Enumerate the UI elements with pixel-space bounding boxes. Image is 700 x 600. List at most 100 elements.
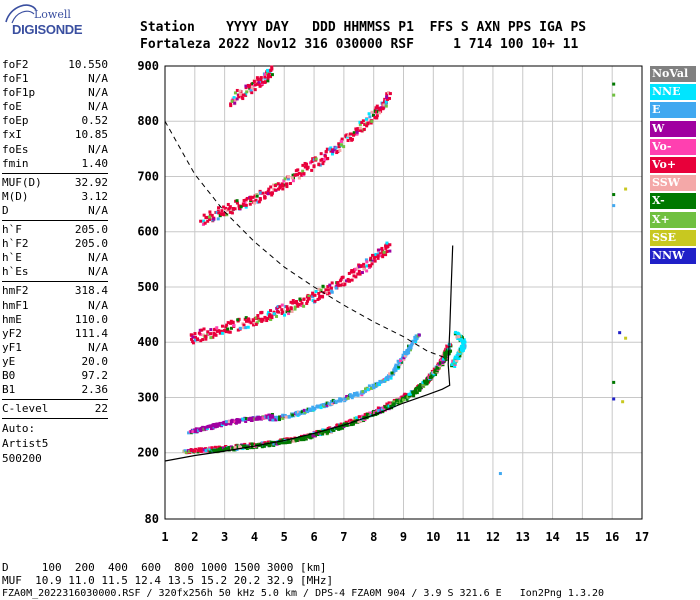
echo-point [216, 422, 220, 426]
echo-point [203, 426, 207, 430]
echo-point [331, 150, 335, 154]
echo-point [304, 437, 308, 441]
echo-point [220, 331, 224, 335]
echo-point [206, 219, 210, 223]
echo-point [209, 328, 213, 332]
echo-point [235, 420, 239, 424]
echo-point [253, 88, 257, 92]
echo-point [365, 124, 369, 128]
echo-point [444, 355, 448, 359]
echo-point [302, 172, 306, 176]
param-value: 2.36 [81, 383, 109, 397]
echo-point [208, 217, 212, 221]
echo-point [347, 271, 351, 275]
echo-point [455, 359, 459, 363]
param-row: hmF1 N/A [2, 299, 108, 313]
legend-item-e: E [650, 102, 696, 119]
globe-icon [5, 4, 37, 24]
echo-point [363, 418, 367, 422]
echo-point [369, 121, 373, 125]
echo-point [385, 245, 389, 249]
echo-point [286, 308, 290, 312]
echo-point [289, 300, 293, 304]
y-tick-label: 600 [137, 225, 159, 239]
echo-point [361, 389, 365, 393]
echo-point [202, 449, 206, 453]
echo-point [293, 173, 297, 177]
echo-point [301, 169, 305, 173]
echo-point [387, 91, 391, 95]
echo-point [388, 96, 392, 100]
param-value: 318.4 [74, 284, 108, 298]
echo-point [191, 335, 195, 339]
echo-point [331, 398, 335, 402]
echo-point [446, 350, 450, 354]
echo-point [339, 143, 343, 147]
echo-point [226, 321, 230, 325]
echo-point [322, 159, 326, 163]
echo-point [418, 384, 422, 388]
echo-point [269, 185, 273, 189]
echo-point [359, 415, 363, 419]
x-tick-label: 8 [370, 530, 377, 544]
param-value: N/A [88, 340, 108, 354]
echo-point [269, 309, 273, 313]
echo-point [241, 202, 245, 206]
echo-point [357, 415, 361, 419]
legend: NoVal NNE E W Vo- Vo+ SSW X- X+ SSE NNW [650, 66, 696, 266]
echo-point [230, 99, 234, 103]
echo-point [208, 450, 212, 454]
echo-point [380, 246, 384, 250]
echo-point [618, 331, 622, 335]
echo-point [229, 102, 233, 106]
echo-point [225, 447, 229, 451]
echo-point [245, 90, 249, 94]
echo-point [410, 343, 414, 347]
echo-point [278, 418, 282, 422]
echo-point [238, 326, 242, 330]
echo-point [385, 407, 389, 411]
param-value: 10.550 [68, 58, 108, 71]
echo-point [270, 191, 274, 195]
echo-point [285, 305, 289, 309]
echo-point [265, 319, 269, 323]
echo-point [288, 440, 292, 444]
echo-point [350, 137, 354, 141]
echo-point [415, 386, 419, 390]
echo-point [378, 252, 382, 256]
echo-point [296, 304, 300, 308]
echo-point [220, 324, 224, 328]
echo-point [388, 372, 392, 376]
echo-point [384, 253, 388, 257]
echo-point [408, 344, 412, 348]
echo-point [292, 439, 296, 443]
param-label: h`Es [2, 265, 29, 279]
echo-point [458, 336, 462, 340]
echo-point [364, 258, 368, 262]
echo-point [365, 264, 369, 268]
echo-point [270, 415, 274, 419]
param-row: fxI 10.85 [2, 128, 108, 142]
echo-point [244, 319, 248, 323]
echo-point [435, 369, 439, 373]
echo-point [229, 321, 233, 325]
echo-point [376, 381, 380, 385]
echo-point [276, 305, 280, 309]
echo-point [295, 302, 299, 306]
echo-point [386, 97, 390, 101]
footer-muf-row: MUF 10.9 11.0 11.5 12.4 13.5 15.2 20.2 3… [2, 574, 334, 587]
echo-point [257, 80, 261, 84]
param-value: 205.0 [74, 223, 108, 237]
echo-point [342, 145, 346, 149]
echo-point [340, 276, 344, 280]
echo-point [239, 205, 243, 209]
echo-point [337, 283, 341, 287]
echo-point [226, 202, 230, 206]
echo-point [275, 314, 279, 318]
echo-point [415, 336, 419, 340]
echo-point [297, 176, 301, 180]
param-label: hmE [2, 312, 22, 326]
echo-point [261, 416, 265, 420]
echo-point [313, 434, 317, 438]
echo-point [343, 282, 347, 286]
